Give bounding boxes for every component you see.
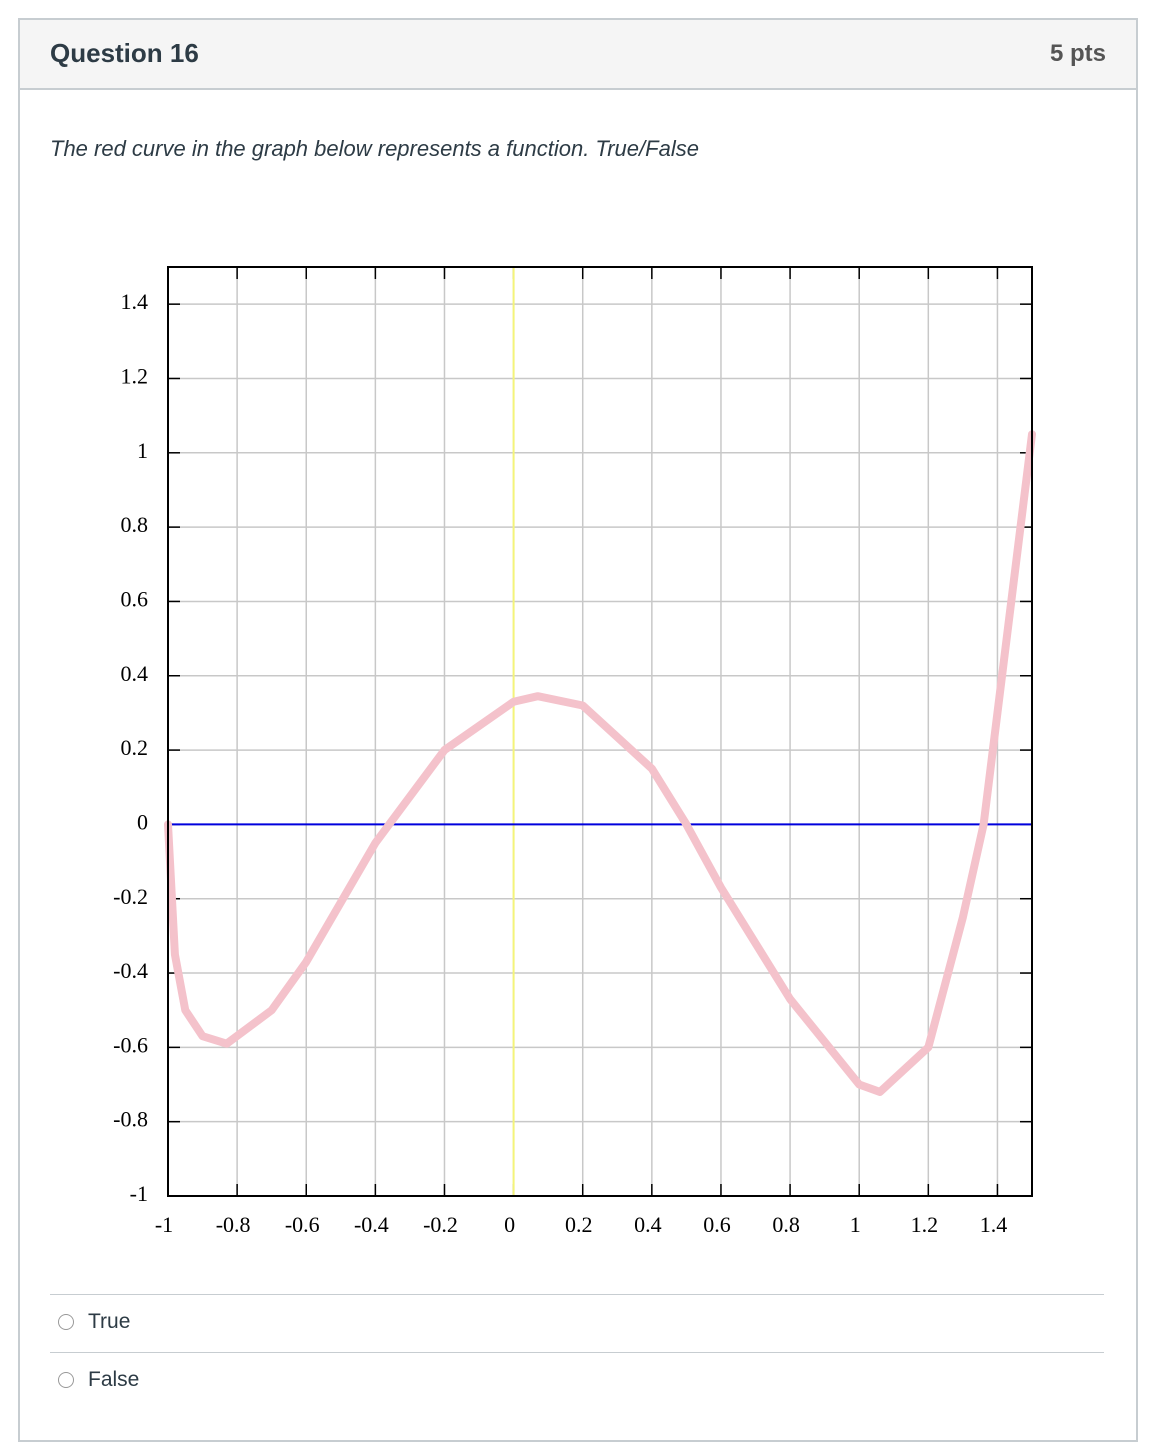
question-card: Question 16 5 pts The red curve in the g…: [18, 18, 1138, 1442]
option-label[interactable]: True: [88, 1310, 131, 1333]
radio-button[interactable]: [58, 1372, 74, 1388]
answer-option[interactable]: True: [50, 1294, 1104, 1351]
radio-button[interactable]: [58, 1314, 74, 1330]
question-title: Question 16: [50, 38, 199, 68]
answer-option[interactable]: False: [50, 1352, 1104, 1409]
option-label[interactable]: False: [88, 1368, 140, 1391]
question-header: Question 16 5 pts: [20, 20, 1136, 90]
question-points: 5 pts: [1049, 40, 1106, 67]
question-text: The red curve in the graph below represe…: [50, 136, 699, 161]
